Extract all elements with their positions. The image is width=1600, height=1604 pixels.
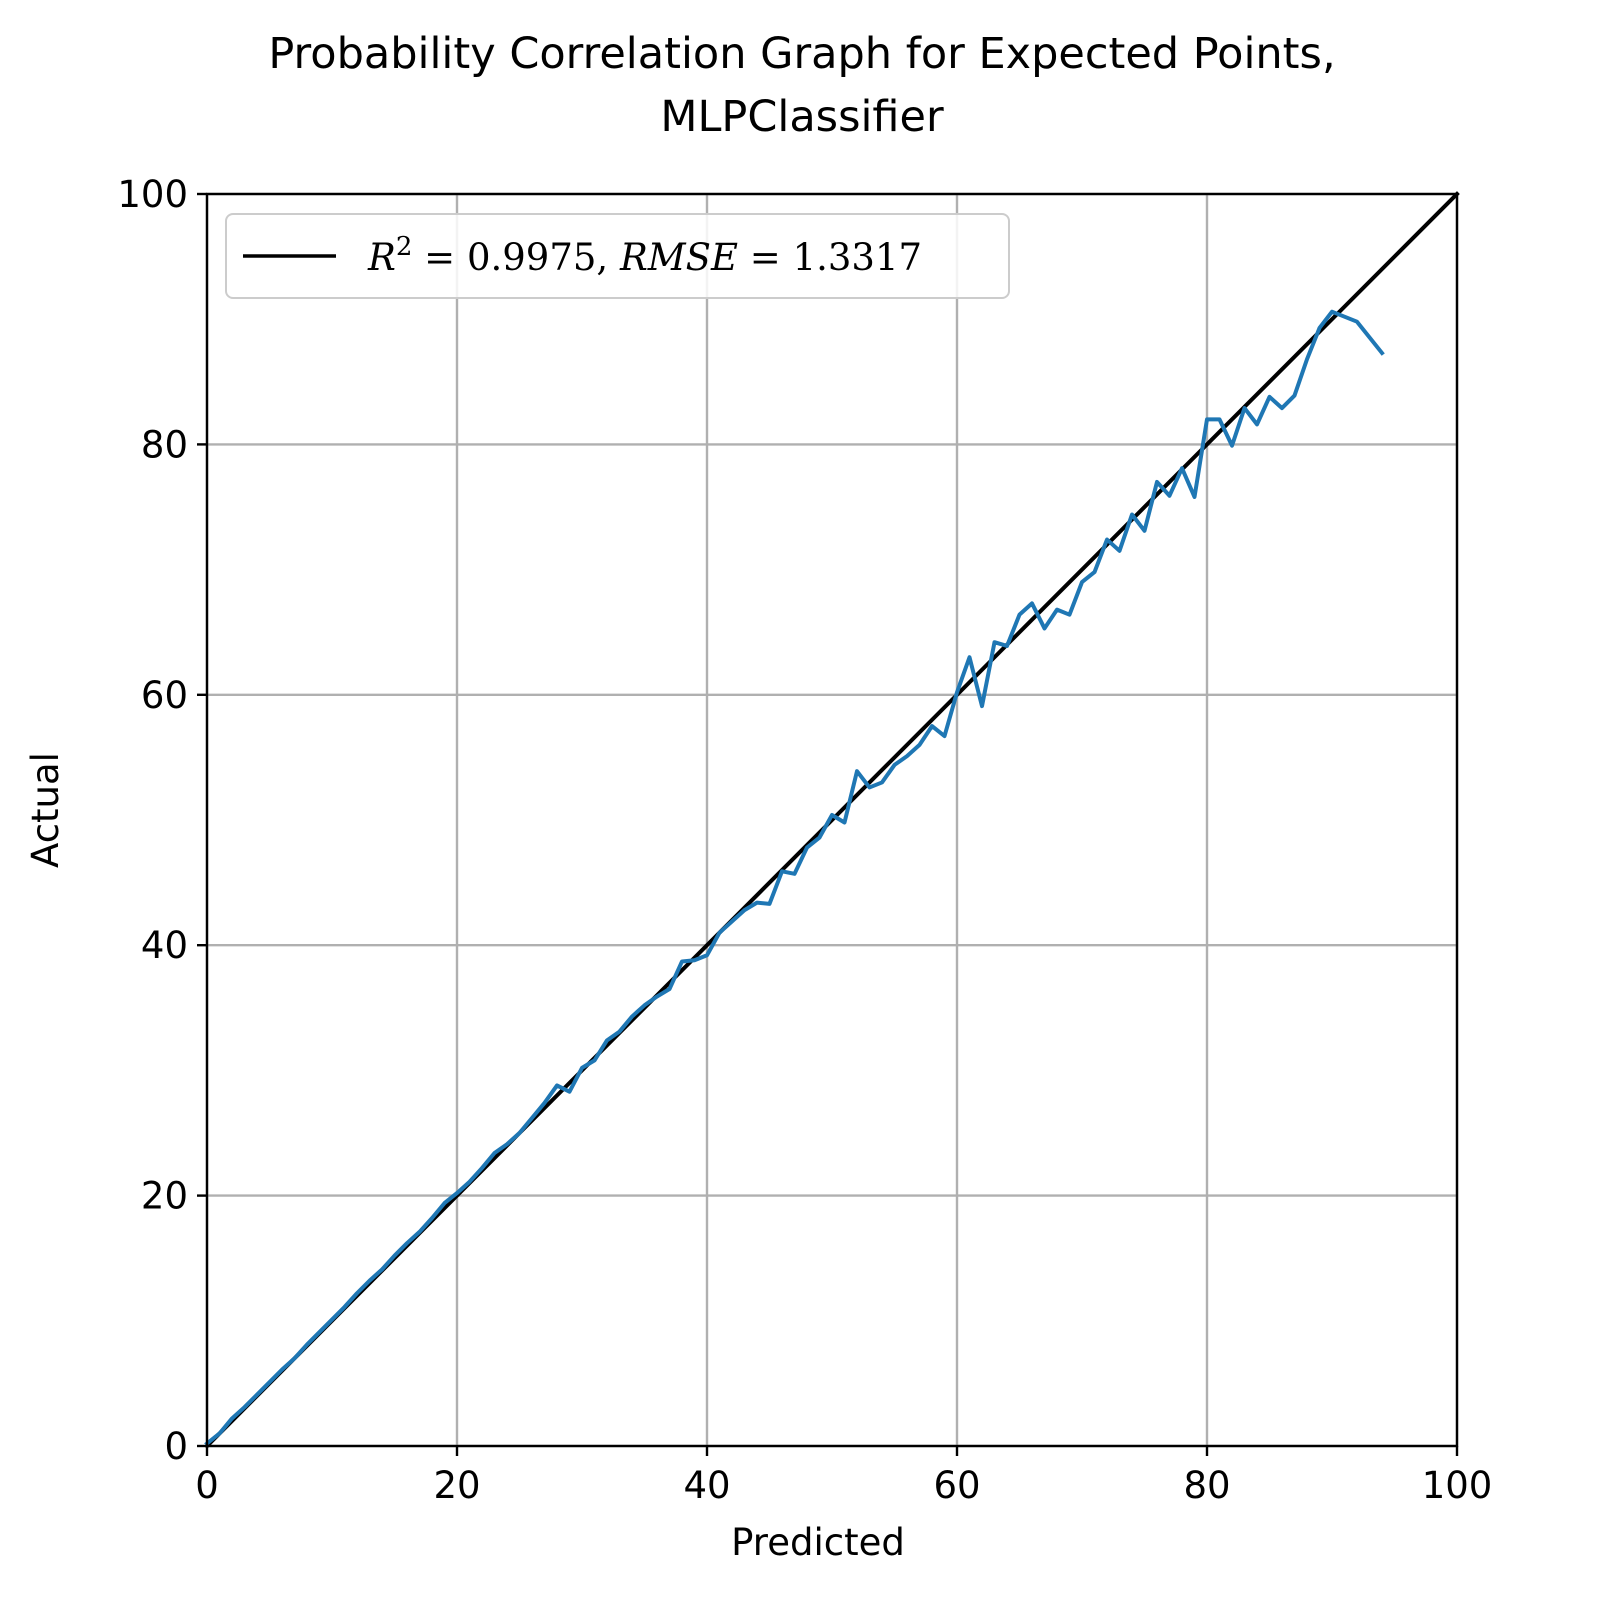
ticks: 0 20 40 60 80 100 0 20 40 60 80 100 xyxy=(117,173,1492,1507)
series xyxy=(204,191,1460,1449)
chart-title-line-1: Probability Correlation Graph for Expect… xyxy=(268,29,1335,79)
y-tick-label: 80 xyxy=(141,423,188,466)
x-tick-label: 20 xyxy=(433,1464,480,1507)
y-axis-label: Actual xyxy=(24,752,67,868)
legend-r-symbol: R xyxy=(367,236,396,279)
x-tick-label: 80 xyxy=(1183,1464,1230,1507)
x-axis-label: Predicted xyxy=(731,1521,905,1564)
y-tick-label: 100 xyxy=(117,173,188,216)
x-tick-label: 40 xyxy=(683,1464,730,1507)
y-tick-label: 60 xyxy=(141,674,188,717)
plot-frame xyxy=(205,192,1459,1448)
x-tick-label: 100 xyxy=(1422,1464,1493,1507)
calibration-line xyxy=(204,309,1385,1447)
chart-title-line-2: MLPClassifier xyxy=(660,92,944,142)
legend-equals-1: = xyxy=(412,236,467,279)
legend-rmse-symbol: RMSE xyxy=(619,236,738,279)
y-tick-label: 20 xyxy=(141,1175,188,1218)
legend-label: R2 = 0.9975, RMSE = 1.3317 xyxy=(367,232,922,279)
y-tick-label: 40 xyxy=(141,924,188,967)
legend-rmse-value: 1.3317 xyxy=(793,236,922,279)
axes xyxy=(205,192,1459,1448)
x-tick-label: 60 xyxy=(933,1464,980,1507)
y-tick-label: 0 xyxy=(164,1425,188,1468)
legend-equals-2: = xyxy=(738,236,793,279)
legend: R2 = 0.9975, RMSE = 1.3317 xyxy=(225,213,1010,299)
legend-r-exponent: 2 xyxy=(396,232,413,262)
legend-r-value: 0.9975, xyxy=(467,236,620,279)
x-tick-label: 0 xyxy=(195,1464,219,1507)
legend-box xyxy=(225,213,1010,299)
